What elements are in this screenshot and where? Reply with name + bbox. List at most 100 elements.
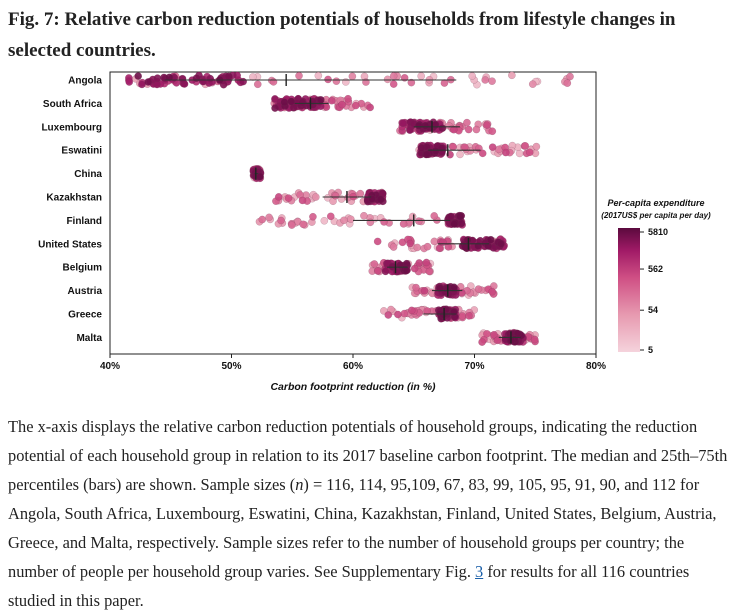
country-label: South Africa	[43, 99, 103, 110]
data-point	[219, 80, 228, 89]
data-point	[253, 80, 262, 89]
data-point	[376, 195, 385, 204]
data-point	[415, 259, 424, 267]
data-point	[488, 127, 497, 136]
data-point	[408, 212, 417, 221]
legend-tick-label: 54	[648, 305, 658, 315]
data-point	[465, 312, 473, 320]
data-point	[412, 283, 420, 292]
data-point	[287, 97, 296, 106]
legend-subtitle: (2017US$ per capita per day)	[601, 211, 711, 220]
legend-tick-label: 5	[648, 345, 653, 355]
data-point	[383, 75, 392, 84]
data-point	[265, 213, 273, 222]
strip-chart: Angola South Africa Luxembourg Eswatini Chin…	[38, 71, 711, 393]
data-point	[407, 306, 416, 315]
data-point	[165, 73, 174, 82]
data-point	[249, 73, 257, 81]
data-point	[239, 77, 248, 86]
data-point	[493, 336, 502, 345]
data-point	[344, 94, 352, 103]
data-point	[153, 74, 162, 82]
data-point	[528, 80, 537, 88]
data-point	[488, 287, 497, 296]
data-point	[532, 142, 541, 151]
data-point	[456, 150, 464, 159]
legend-colorbar	[618, 228, 640, 352]
data-point	[206, 74, 215, 83]
data-point	[327, 96, 336, 105]
data-point	[525, 148, 534, 157]
legend-tick-label: 562	[648, 264, 663, 274]
data-point	[508, 71, 516, 80]
data-point	[563, 79, 572, 88]
data-point	[490, 330, 498, 339]
data-point	[422, 258, 431, 267]
data-point	[530, 335, 539, 344]
series-row-luxembourg: Luxembourg	[41, 118, 497, 136]
data-point	[380, 218, 388, 226]
x-tick-label: 40%	[100, 361, 120, 372]
legend-title: Per-capita expenditure	[607, 198, 704, 208]
data-point	[374, 266, 382, 275]
data-point	[311, 193, 320, 201]
data-point	[284, 194, 293, 202]
series-row-austria: Austria	[68, 282, 498, 300]
supplementary-fig-link[interactable]: 3	[475, 562, 484, 581]
data-point	[320, 216, 329, 225]
x-tick-label: 60%	[343, 361, 363, 372]
data-point	[468, 72, 477, 80]
data-point	[269, 78, 278, 86]
data-point	[457, 219, 466, 228]
data-point	[414, 121, 423, 130]
series-row-greece: Greece	[68, 305, 479, 323]
series-row-south-africa: South Africa	[43, 94, 375, 112]
data-point	[497, 239, 505, 248]
data-point	[425, 267, 434, 276]
caption-part-3: for results for all 116 countries studie…	[8, 562, 690, 610]
series-row-kazakhstan: Kazakhstan	[46, 188, 387, 206]
country-label: Angola	[68, 76, 102, 87]
series-row-belgium: Belgium	[63, 258, 435, 276]
data-point	[521, 142, 530, 150]
caption-part-1: The x-axis displays the relative carbon …	[8, 417, 728, 494]
series-row-finland: Finland	[66, 211, 467, 229]
data-point	[472, 125, 481, 134]
data-point	[501, 148, 510, 157]
country-label: Malta	[76, 333, 102, 344]
data-point	[332, 77, 341, 86]
data-point	[346, 215, 355, 224]
data-point	[407, 78, 416, 87]
country-label: United States	[38, 239, 102, 250]
data-point	[394, 310, 402, 319]
data-point	[323, 193, 332, 202]
country-label: China	[74, 169, 102, 180]
x-tick-label: 50%	[221, 361, 241, 372]
caption-part-2: ) = 116, 114, 95,109, 67, 83, 99, 105, 9…	[8, 475, 717, 581]
data-point	[338, 100, 346, 109]
data-point	[439, 310, 448, 319]
data-point	[430, 212, 439, 220]
data-point	[447, 212, 455, 221]
x-tick-label: 80%	[586, 361, 606, 372]
country-label: Greece	[68, 310, 102, 321]
data-point	[474, 285, 483, 293]
x-axis-title: Carbon footprint reduction (in %)	[270, 381, 436, 393]
data-point	[381, 267, 390, 276]
data-point	[138, 80, 146, 89]
data-point	[478, 149, 487, 158]
data-point	[144, 78, 153, 86]
data-point	[430, 237, 439, 246]
data-point	[340, 216, 348, 225]
data-point	[413, 243, 422, 252]
plot-area	[109, 71, 597, 355]
data-point	[399, 119, 407, 128]
series-row-united-states: United States	[38, 235, 509, 253]
data-point	[360, 211, 368, 220]
data-point	[326, 212, 335, 221]
caption-n-symbol: n	[295, 475, 304, 494]
data-point	[438, 124, 447, 133]
data-point	[406, 239, 414, 248]
country-label: Kazakhstan	[46, 193, 102, 204]
data-point	[389, 80, 398, 88]
